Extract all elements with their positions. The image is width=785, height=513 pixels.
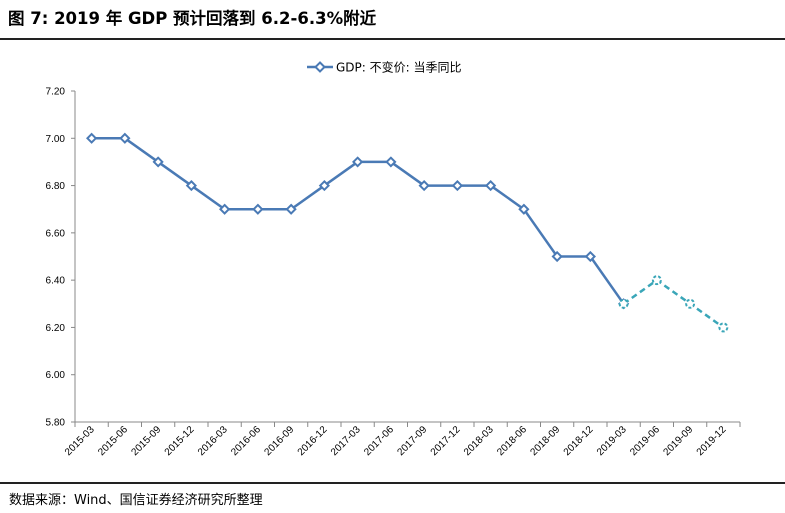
y-axis-labels: 5.80 6.00 6.20 6.40 6.60 6.80 7.00 7.20 <box>46 87 66 429</box>
data-point <box>352 156 364 168</box>
x-tick-label: 2016-03 <box>196 424 230 458</box>
data-point <box>485 179 497 192</box>
x-tick-label: 2018-12 <box>562 424 596 458</box>
data-point <box>385 156 397 168</box>
x-tick-label: 2015-06 <box>96 424 130 458</box>
y-tick-label: 6.80 <box>46 181 66 192</box>
data-point <box>584 250 596 263</box>
title-divider <box>0 38 785 40</box>
footer-divider <box>0 482 785 484</box>
data-point <box>518 203 530 215</box>
x-tick-label: 2019-12 <box>695 424 729 458</box>
data-point <box>285 203 297 215</box>
x-tick-label: 2016-06 <box>229 424 263 458</box>
data-point <box>418 179 430 192</box>
y-tick-label: 6.00 <box>46 370 66 381</box>
gdp-forecast-line <box>622 278 725 329</box>
y-tick-label: 6.20 <box>46 323 66 334</box>
x-tick-label: 2016-09 <box>263 424 297 458</box>
legend-diamond-marker <box>314 61 326 73</box>
data-point <box>86 132 98 144</box>
source-note: 数据来源：Wind、国信证券经济研究所整理 <box>9 493 263 508</box>
x-tick-label: 2019-03 <box>595 424 629 458</box>
chart-series <box>86 132 729 333</box>
y-tick-label: 6.60 <box>46 228 66 239</box>
y-tick-label: 7.20 <box>46 87 66 98</box>
x-tick-label: 2018-06 <box>495 424 529 458</box>
y-tick-label: 7.00 <box>46 134 66 145</box>
x-tick-label: 2018-03 <box>462 424 496 458</box>
legend-label: GDP: 不变价: 当季同比 <box>336 60 462 75</box>
x-tick-label: 2015-09 <box>130 424 164 458</box>
data-point <box>551 250 563 263</box>
x-tick-label: 2015-12 <box>163 424 197 458</box>
x-tick-label: 2019-06 <box>628 424 662 458</box>
y-tick-label: 6.40 <box>46 276 66 287</box>
data-point <box>152 156 164 168</box>
data-point <box>318 179 330 192</box>
x-tick-label: 2015-03 <box>63 424 97 458</box>
forecast-point <box>618 298 629 309</box>
x-tick-label: 2017-09 <box>396 424 430 458</box>
data-point <box>219 203 231 215</box>
data-point <box>451 179 463 192</box>
forecast-point <box>651 275 662 286</box>
data-point <box>185 179 197 192</box>
x-tick-label: 2017-03 <box>329 424 363 458</box>
gdp-line-chart: GDP: 不变价: 当季同比 5.80 6.00 6.20 6.40 6.60 6.80 7… <box>46 60 741 458</box>
x-tick-label: 2018-09 <box>529 424 563 458</box>
x-tick-label: 2017-06 <box>362 424 396 458</box>
data-point <box>252 203 264 215</box>
chart-legend: GDP: 不变价: 当季同比 <box>307 60 462 75</box>
figure-title: 图 7: 2019 年 GDP 预计回落到 6.2-6.3%附近 <box>8 9 377 28</box>
data-point <box>119 132 131 144</box>
x-tick-label: 2016-12 <box>296 424 330 458</box>
forecast-point <box>685 298 696 309</box>
x-tick-label: 2017-12 <box>429 424 463 458</box>
y-tick-label: 5.80 <box>46 418 66 429</box>
x-axis-labels: 2015-03 2015-06 2015-09 2015-12 2016-03 2016-… <box>63 424 729 458</box>
chart-axes <box>71 90 741 427</box>
x-tick-label: 2019-09 <box>662 424 696 458</box>
forecast-point <box>718 322 729 333</box>
